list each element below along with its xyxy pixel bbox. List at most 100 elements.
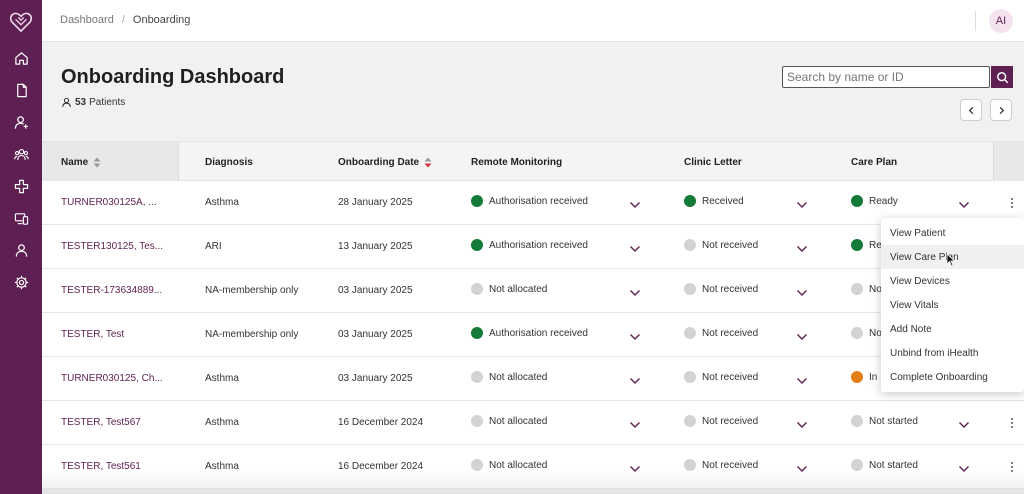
status-dot	[471, 459, 483, 471]
chevron-left-icon	[968, 106, 973, 114]
clinic-letter-label: Not received	[702, 283, 759, 295]
menu-item[interactable]: View Vitals	[890, 299, 939, 311]
diagnosis-cell: Asthma	[205, 197, 239, 208]
patient-name-link[interactable]: TESTER, Test	[61, 329, 125, 340]
column-header-onboarding-date[interactable]: Onboarding Date	[338, 157, 432, 168]
remote-monitoring-dropdown[interactable]	[629, 329, 641, 340]
onboarding-date-cell: 28 January 2025	[338, 197, 413, 208]
menu-item[interactable]: Unbind from iHealth	[890, 347, 979, 359]
remote-monitoring-dropdown[interactable]	[629, 461, 641, 472]
breadcrumb-home[interactable]: Dashboard	[60, 14, 114, 26]
status-dot	[471, 415, 483, 427]
sort-descending-icon	[424, 157, 432, 168]
patient-name-link[interactable]: TESTER, Test567	[61, 417, 141, 428]
kebab-dot	[1011, 466, 1013, 468]
user-icon	[15, 243, 27, 257]
search-input[interactable]	[782, 66, 990, 88]
care-plan-dropdown[interactable]	[958, 461, 970, 472]
table-row[interactable]: TESTER-173634889... NA-membership only 03 …	[42, 269, 1024, 313]
avatar[interactable]: AI	[989, 9, 1013, 33]
sidebar-item-devices[interactable]	[0, 206, 42, 230]
menu-item[interactable]: Add Note	[890, 323, 932, 335]
clinic-letter-label: Received	[702, 195, 744, 207]
group-icon	[13, 148, 29, 160]
row-actions-menu: View Patient View Care Plan View Devices Vi…	[881, 218, 1024, 392]
patient-name-link[interactable]: TESTER130125, Tes...	[61, 241, 164, 252]
table-row[interactable]: TESTER, Test561 Asthma 16 December 2024 Not…	[42, 445, 1024, 489]
chevron-down-icon	[796, 241, 808, 258]
sidebar-item-home[interactable]	[0, 46, 42, 70]
clinic-letter-dropdown[interactable]	[796, 329, 808, 340]
chevron-down-icon	[796, 461, 808, 478]
column-header-name[interactable]: Name	[61, 157, 101, 168]
menu-item[interactable]: View Patient	[890, 227, 946, 239]
kebab-dot	[1011, 426, 1013, 428]
clinic-letter-dropdown[interactable]	[796, 285, 808, 296]
table-row[interactable]: TESTER, Test567 Asthma 16 December 2024 Not…	[42, 401, 1024, 445]
remote-monitoring-dropdown[interactable]	[629, 417, 641, 428]
row-actions-button[interactable]	[1006, 194, 1018, 212]
previous-page-button[interactable]	[960, 99, 982, 121]
menu-item[interactable]: Complete Onboarding	[890, 371, 988, 383]
clinic-letter-dropdown[interactable]	[796, 373, 808, 384]
sidebar-item-medical[interactable]	[0, 174, 42, 198]
clinic-letter-dropdown[interactable]	[796, 197, 808, 208]
clinic-letter-status: Received	[684, 195, 744, 207]
clinic-letter-dropdown[interactable]	[796, 241, 808, 252]
status-dot	[851, 371, 863, 383]
chevron-down-icon	[629, 417, 641, 434]
remote-monitoring-status: Not allocated	[471, 371, 547, 383]
row-actions-button[interactable]	[1006, 414, 1018, 432]
care-plan-status: In	[851, 371, 877, 383]
care-plan-dropdown[interactable]	[958, 417, 970, 428]
column-header-clinic-letter: Clinic Letter	[684, 157, 742, 168]
search-icon	[996, 71, 1008, 83]
status-dot	[684, 371, 696, 383]
sidebar-item-documents[interactable]	[0, 78, 42, 102]
clinic-letter-status: Not received	[684, 327, 758, 339]
remote-monitoring-label: Authorisation received	[489, 327, 588, 339]
table-row[interactable]: TURNER030125A, ... Asthma 28 January 2025 A…	[42, 181, 1024, 225]
clinic-letter-status: Not received	[684, 239, 758, 251]
patient-name-link[interactable]: TURNER030125A, ...	[61, 197, 157, 208]
sidebar-item-groups[interactable]	[0, 142, 42, 166]
sidebar-item-settings[interactable]	[0, 270, 42, 294]
top-bar: Dashboard / Onboarding AI	[42, 0, 1024, 42]
chevron-down-icon	[796, 197, 808, 214]
status-dot	[851, 195, 863, 207]
next-page-button[interactable]	[990, 99, 1012, 121]
care-plan-dropdown[interactable]	[958, 197, 970, 208]
clinic-letter-dropdown[interactable]	[796, 461, 808, 472]
chevron-down-icon	[629, 329, 641, 346]
name-header-cell	[42, 142, 179, 181]
chevron-down-icon	[958, 461, 970, 478]
remote-monitoring-label: Not allocated	[489, 415, 548, 427]
care-plan-status: Not started	[851, 415, 918, 427]
chevron-down-icon	[796, 373, 808, 390]
sidebar-item-onboarding[interactable]	[0, 110, 42, 134]
clinic-letter-dropdown[interactable]	[796, 417, 808, 428]
remote-monitoring-dropdown[interactable]	[629, 197, 641, 208]
menu-item[interactable]: View Devices	[890, 275, 950, 287]
chevron-down-icon	[629, 285, 641, 302]
column-header-onboarding-date-label: Onboarding Date	[338, 157, 420, 168]
care-plan-label: No	[869, 327, 882, 339]
remote-monitoring-dropdown[interactable]	[629, 373, 641, 384]
table-row[interactable]: TESTER130125, Tes... ARI 13 January 2025 Au…	[42, 225, 1024, 269]
remote-monitoring-label: Authorisation received	[489, 195, 588, 207]
remote-monitoring-label: Not allocated	[489, 283, 548, 295]
table-row[interactable]: TURNER030125, Ch... Asthma 03 January 2025…	[42, 357, 1024, 401]
patient-name-link[interactable]: TURNER030125, Ch...	[61, 373, 163, 384]
search-button[interactable]	[991, 66, 1013, 88]
patient-name-link[interactable]: TESTER, Test561	[61, 461, 141, 472]
table-row[interactable]: TESTER, Test NA-membership only 03 January…	[42, 313, 1024, 357]
row-actions-button[interactable]	[1006, 458, 1018, 476]
patient-name-link[interactable]: TESTER-173634889...	[61, 285, 163, 296]
sidebar-item-profile[interactable]	[0, 238, 42, 262]
remote-monitoring-dropdown[interactable]	[629, 241, 641, 252]
status-dot	[471, 327, 483, 339]
clinic-letter-label: Not received	[702, 415, 759, 427]
devices-icon	[14, 212, 28, 225]
remote-monitoring-status: Not allocated	[471, 415, 547, 427]
remote-monitoring-dropdown[interactable]	[629, 285, 641, 296]
